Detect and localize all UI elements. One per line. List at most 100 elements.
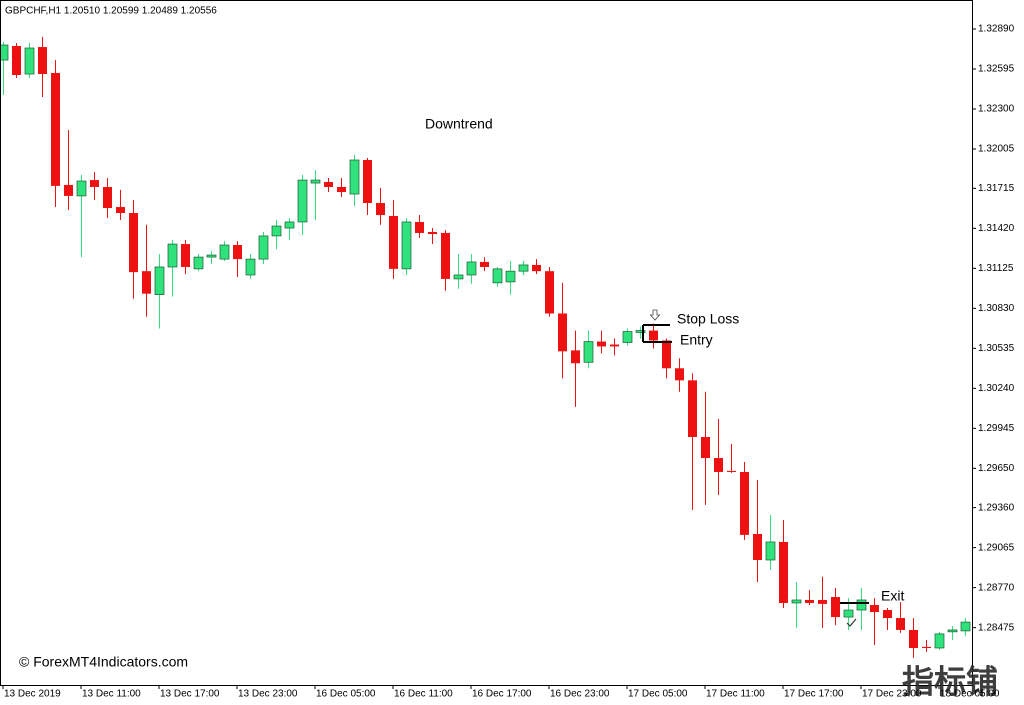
candle-body bbox=[466, 261, 477, 276]
candle-body bbox=[934, 633, 945, 649]
candle-body bbox=[258, 235, 269, 260]
y-tick-label: 1.30830 bbox=[978, 303, 1015, 314]
x-tick-label: 17 Dec 11:00 bbox=[706, 689, 765, 700]
x-tick-label: 16 Dec 23:00 bbox=[550, 689, 610, 700]
copyright: © ForexMT4Indicators.com bbox=[19, 654, 188, 670]
candle-body bbox=[453, 274, 464, 280]
candle-body bbox=[428, 231, 437, 235]
candle-body bbox=[779, 541, 788, 603]
candle-body bbox=[492, 268, 503, 284]
candle-body bbox=[142, 271, 151, 294]
candle-body bbox=[675, 368, 684, 381]
candle-body bbox=[24, 47, 35, 75]
candle-body bbox=[909, 629, 918, 648]
candle-body bbox=[805, 599, 814, 603]
candle-body bbox=[896, 618, 905, 630]
x-tick-label: 18 Dec 05:00 bbox=[940, 689, 1000, 700]
y-tick-label: 1.32595 bbox=[978, 64, 1015, 75]
candle-body bbox=[38, 47, 47, 75]
candle-body bbox=[480, 261, 489, 267]
watermark: 指标铺 bbox=[902, 663, 998, 699]
annotation: Stop Loss bbox=[677, 311, 739, 327]
candle-body bbox=[714, 458, 723, 472]
y-tick-label: 1.29945 bbox=[978, 423, 1015, 434]
candle-body bbox=[441, 232, 450, 279]
candle-body bbox=[181, 244, 190, 267]
candle-body bbox=[310, 179, 321, 184]
candle-body bbox=[558, 313, 567, 352]
candle-body bbox=[337, 186, 346, 192]
candle-body bbox=[219, 244, 230, 260]
plot-area bbox=[0, 37, 971, 658]
y-tick-label: 1.28770 bbox=[978, 582, 1015, 593]
candle-body bbox=[415, 221, 424, 233]
y-tick-label: 1.32300 bbox=[978, 104, 1015, 115]
candle-body bbox=[843, 609, 854, 618]
candle-body bbox=[831, 597, 840, 618]
candle-body bbox=[167, 243, 178, 268]
y-tick-label: 1.28475 bbox=[978, 622, 1015, 633]
candle-body bbox=[635, 330, 646, 333]
candle-body bbox=[610, 344, 619, 347]
x-tick-label: 16 Dec 11:00 bbox=[394, 689, 453, 700]
y-tick-label: 1.31125 bbox=[978, 263, 1014, 274]
x-tick-label: 13 Dec 17:00 bbox=[160, 689, 220, 700]
candle-body bbox=[389, 215, 398, 269]
candle-body bbox=[727, 470, 736, 472]
candle-body bbox=[349, 159, 360, 195]
candle-body bbox=[64, 184, 73, 196]
chart-header: GBPCHF,H1 1.20510 1.20599 1.20489 1.2055… bbox=[5, 6, 217, 17]
x-tick-label: 17 Dec 23:00 bbox=[862, 689, 922, 700]
candle-body bbox=[818, 599, 827, 604]
annotation: Entry bbox=[680, 332, 713, 348]
candle-body bbox=[856, 599, 867, 611]
candle-body bbox=[688, 380, 697, 438]
y-tick-label: 1.32005 bbox=[978, 144, 1015, 155]
x-tick-label: 17 Dec 05:00 bbox=[628, 689, 688, 700]
candle-body bbox=[740, 471, 749, 535]
candle-body bbox=[154, 266, 165, 295]
candle-body bbox=[90, 180, 99, 187]
candle-body bbox=[597, 341, 606, 347]
candle-body bbox=[363, 159, 372, 203]
candle-body bbox=[922, 646, 931, 648]
y-tick-label: 1.31420 bbox=[978, 223, 1015, 234]
y-tick-label: 1.29065 bbox=[978, 542, 1015, 553]
candle-body bbox=[103, 186, 112, 208]
candle-body bbox=[245, 258, 256, 276]
candle-body bbox=[791, 599, 802, 604]
candle-body bbox=[206, 254, 217, 258]
candle-body bbox=[12, 45, 21, 75]
candle-body bbox=[571, 350, 580, 364]
candle-body bbox=[753, 533, 762, 560]
candle-body bbox=[505, 270, 516, 283]
candle-body bbox=[765, 541, 776, 561]
candle-body bbox=[532, 264, 541, 272]
candle-body bbox=[545, 271, 554, 314]
candle-body bbox=[51, 72, 60, 186]
x-tick-label: 17 Dec 17:00 bbox=[784, 689, 844, 700]
candle-body bbox=[284, 221, 295, 229]
y-tick-label: 1.31715 bbox=[978, 183, 1015, 194]
candle-body bbox=[76, 180, 87, 197]
candle-body bbox=[518, 264, 529, 272]
trade-markers bbox=[642, 309, 869, 627]
x-tick-label: 13 Dec 2019 bbox=[4, 689, 61, 700]
candle-body bbox=[376, 202, 385, 216]
candle-body bbox=[870, 605, 879, 613]
candle-body bbox=[324, 181, 333, 187]
x-tick-label: 16 Dec 17:00 bbox=[472, 689, 532, 700]
candle-body bbox=[701, 437, 710, 459]
x-tick-label: 13 Dec 11:00 bbox=[82, 689, 141, 700]
annotation: Downtrend bbox=[425, 116, 493, 132]
candle-body bbox=[622, 331, 633, 343]
down-arrow-icon bbox=[649, 309, 661, 321]
y-tick-label: 1.30240 bbox=[978, 383, 1015, 394]
candle-body bbox=[116, 207, 125, 214]
candle-body bbox=[583, 341, 594, 363]
candle-body bbox=[297, 179, 308, 223]
candle-body bbox=[129, 213, 138, 273]
